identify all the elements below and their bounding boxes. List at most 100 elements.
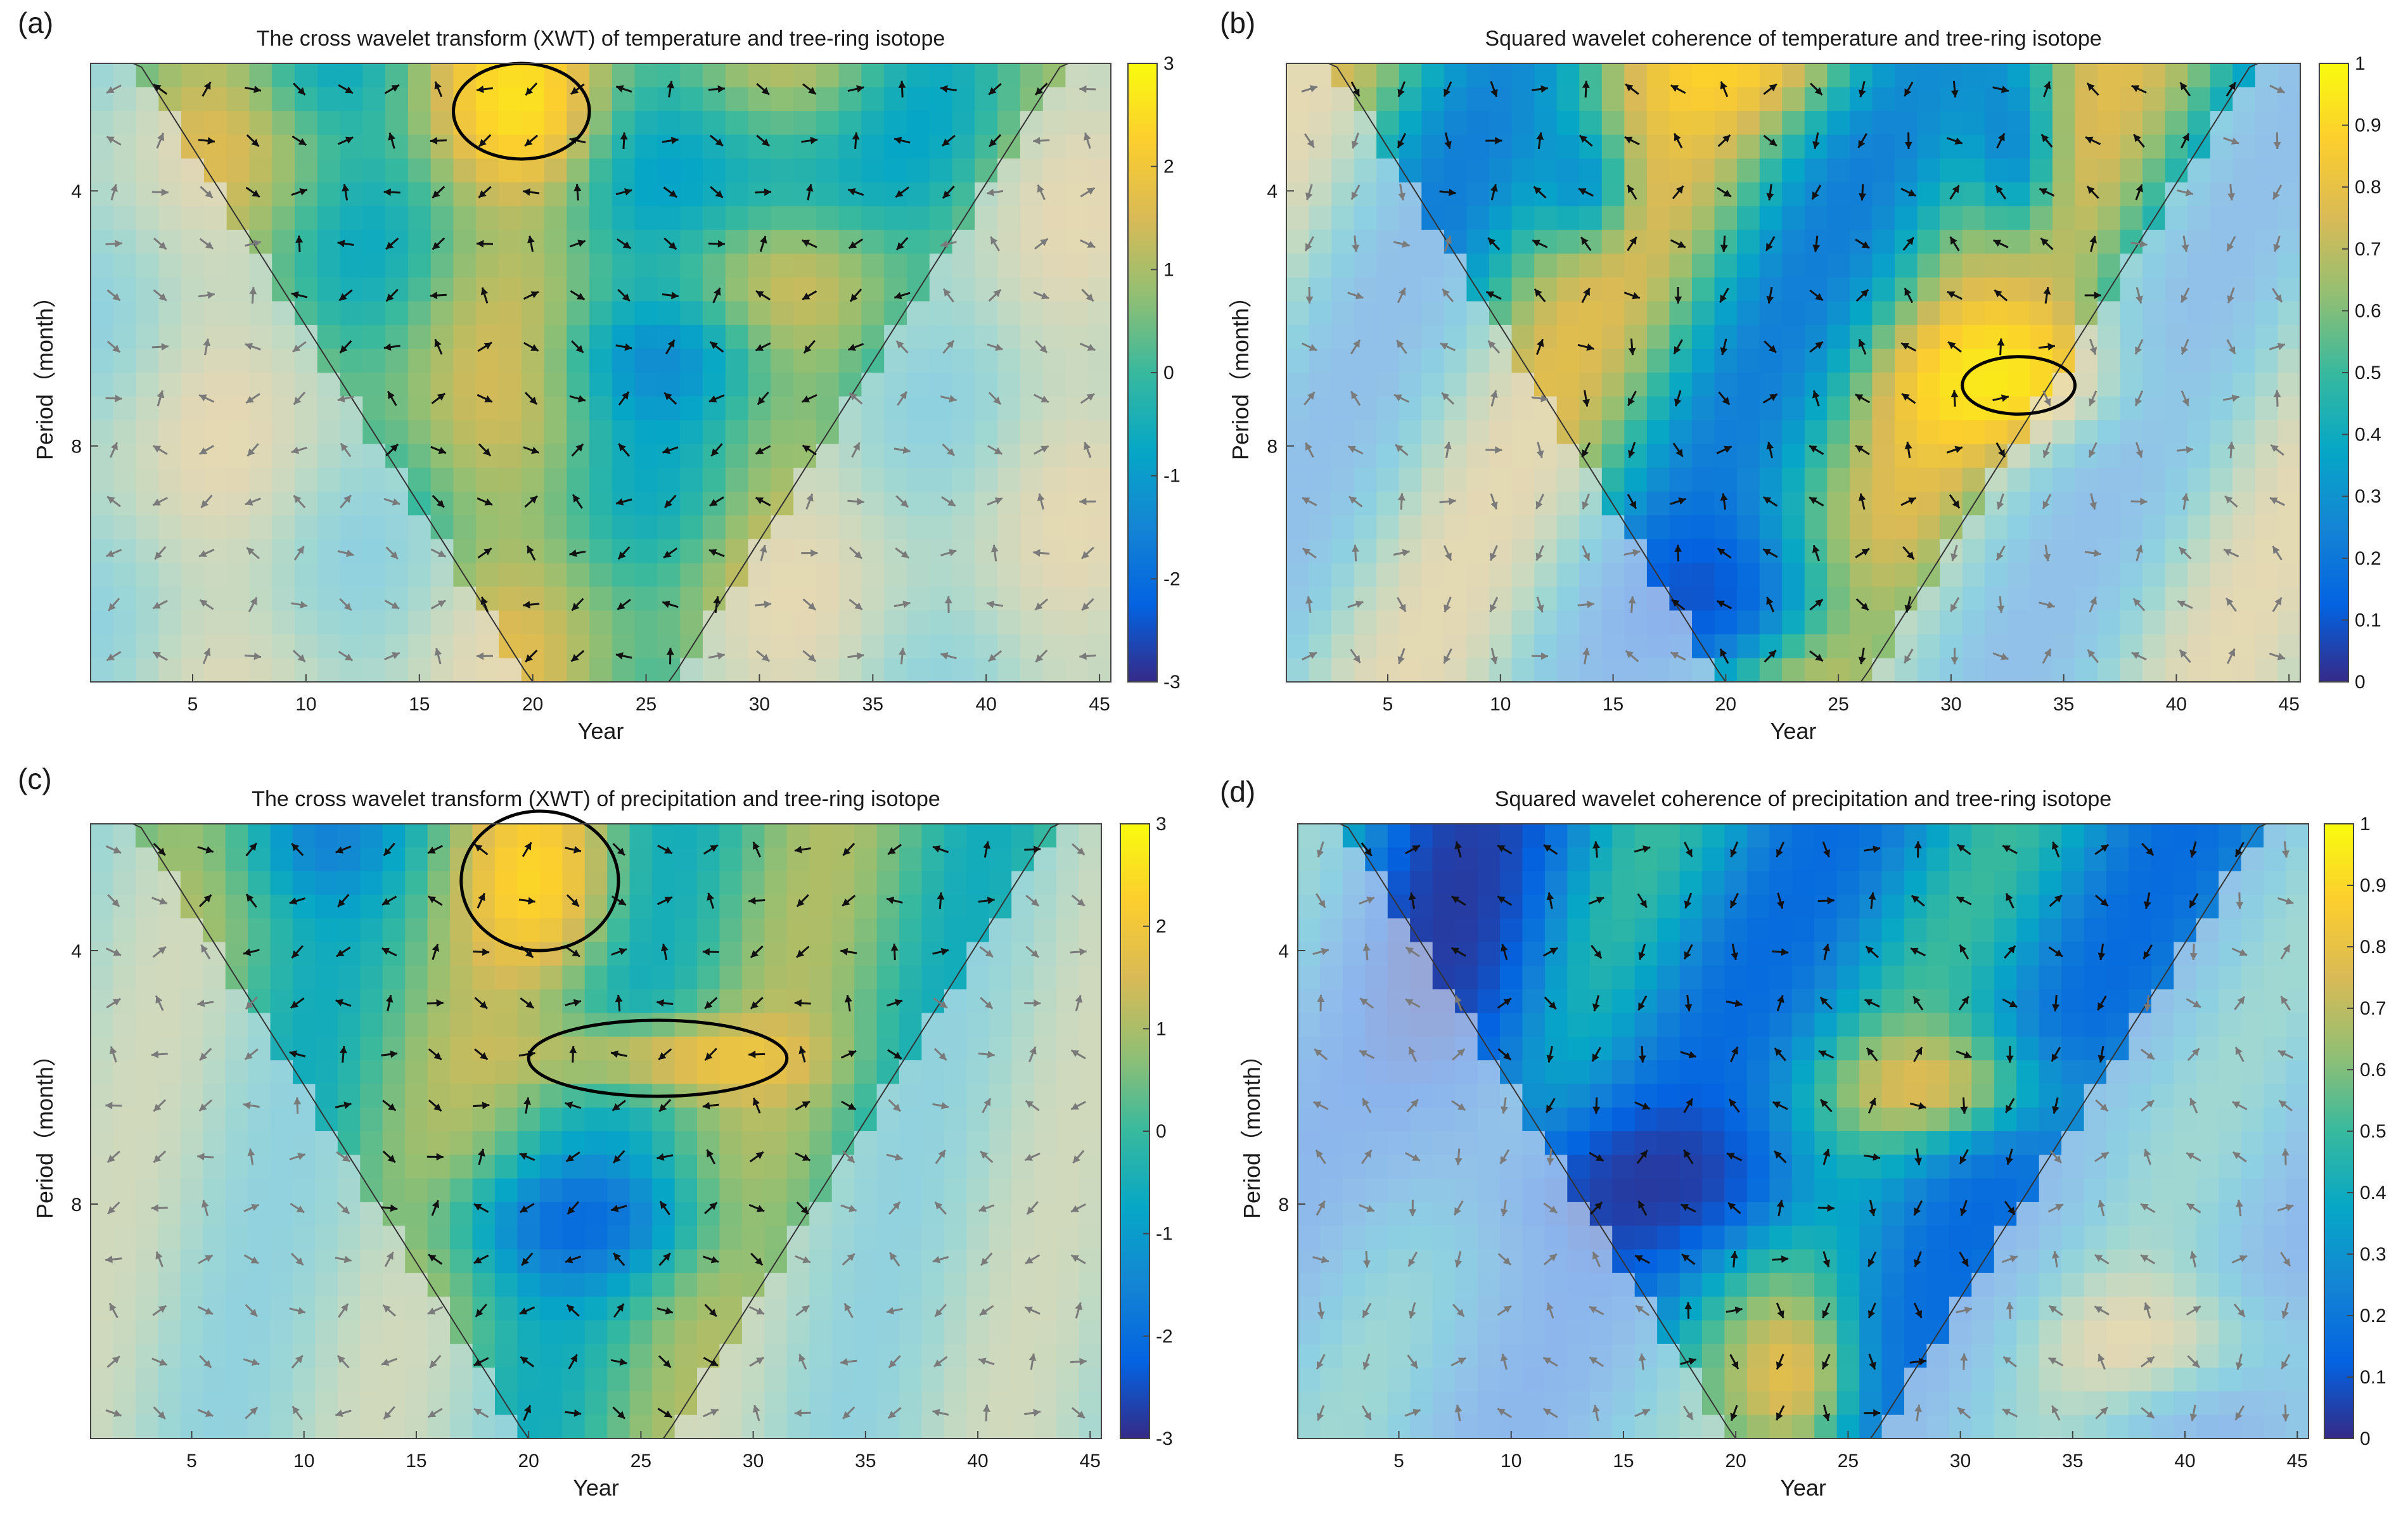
heatmap-cell	[884, 468, 907, 492]
heatmap-cell	[1065, 253, 1089, 278]
phase-arrow-head	[1954, 138, 1963, 145]
heatmap-cell	[703, 63, 726, 88]
heatmap-cell	[809, 918, 833, 943]
heatmap-cell	[315, 1320, 338, 1345]
heatmap-cell	[180, 1297, 203, 1321]
heatmap-cell	[1692, 63, 1715, 88]
heatmap-cell	[453, 182, 477, 207]
heatmap-cell	[1534, 658, 1558, 683]
phase-arrow-head	[620, 132, 628, 140]
heatmap-cell	[91, 63, 114, 88]
phase-arrow-head	[2089, 347, 2097, 355]
heatmap-cell	[562, 1131, 586, 1156]
heatmap-cell	[921, 965, 945, 990]
heatmap-cell	[674, 824, 698, 849]
heatmap-cell	[1962, 158, 1986, 183]
heatmap-cell	[786, 824, 810, 849]
heatmap-cell	[248, 965, 271, 990]
heatmap-cell	[158, 253, 182, 278]
heatmap-cell	[180, 1391, 203, 1416]
heatmap-cell	[1782, 182, 1805, 207]
heatmap-cell	[405, 1249, 428, 1274]
heatmap-cell	[2120, 206, 2143, 231]
heatmap-cell	[248, 1060, 271, 1085]
heatmap-cell	[1534, 396, 1558, 421]
heatmap-cell	[1011, 965, 1035, 990]
heatmap-cell	[248, 1391, 271, 1416]
heatmap-cell	[1895, 253, 1918, 278]
phase-arrow-head	[1996, 501, 2004, 510]
heatmap-cell	[476, 658, 499, 683]
heatmap-cell	[362, 586, 386, 612]
heatmap-cell	[861, 158, 885, 183]
heatmap-cell	[91, 468, 114, 492]
heatmap-cell	[340, 63, 364, 88]
heatmap-cell	[884, 182, 907, 207]
heatmap-cell	[899, 1414, 923, 1439]
heatmap-cell	[1556, 634, 1580, 659]
heatmap-cell	[158, 563, 182, 587]
heatmap-cell	[450, 1273, 473, 1297]
heatmap-cell	[2187, 253, 2211, 278]
heatmap-cell	[203, 1320, 226, 1345]
heatmap-cell	[225, 1343, 248, 1368]
heatmap-cell	[1962, 134, 1986, 159]
heatmap-cell	[1962, 301, 1986, 326]
heatmap-cell	[113, 87, 137, 112]
heatmap-cell	[385, 111, 409, 136]
heatmap-cell	[771, 658, 794, 683]
phase-arrow-head	[524, 1405, 532, 1414]
heatmap-cell	[1940, 134, 1963, 159]
heatmap-cell	[1579, 206, 1603, 231]
phase-arrow-head	[1084, 132, 1091, 141]
heatmap-cell	[2255, 610, 2279, 635]
heatmap-cell	[113, 1131, 136, 1156]
colorbar-tick-label: 0.9	[2355, 115, 2381, 136]
heatmap-cell	[2232, 491, 2256, 516]
phase-arrow-head	[158, 947, 166, 954]
heatmap-cell	[816, 491, 840, 516]
heatmap-cell	[2075, 563, 2098, 587]
heatmap-cell	[952, 491, 976, 516]
heatmap-cell	[674, 1320, 698, 1345]
heatmap-cell	[91, 373, 114, 397]
heatmap-cell	[680, 182, 703, 207]
heatmap-cell	[652, 1107, 676, 1132]
phase-arrow-head	[612, 1103, 620, 1111]
phase-arrow-head	[1086, 293, 1094, 302]
phase-arrow-head	[483, 448, 491, 456]
heatmap-cell	[1669, 396, 1693, 421]
heatmap-cell	[786, 1060, 810, 1085]
heatmap-cell	[1962, 277, 1986, 302]
phase-arrow-head	[994, 497, 1002, 505]
phase-arrow-head	[1079, 652, 1087, 660]
heatmap-cell	[1782, 111, 1805, 136]
heatmap-cell	[317, 634, 341, 659]
phase-arrow-head	[531, 447, 539, 454]
heatmap-cell	[382, 1249, 406, 1274]
heatmap-cell	[362, 563, 386, 587]
heatmap-cell	[1895, 229, 1918, 255]
heatmap-cell	[1020, 182, 1044, 207]
heatmap-cell	[929, 515, 953, 540]
heatmap-cell	[1511, 444, 1535, 468]
phase-arrow-head	[617, 1304, 624, 1312]
heatmap-cell	[786, 1036, 810, 1061]
heatmap-cell	[1579, 515, 1603, 540]
heatmap-cell	[884, 349, 907, 373]
heatmap-cell	[1309, 420, 1332, 445]
heatmap-cell	[91, 658, 114, 683]
heatmap-cell	[1782, 444, 1805, 468]
heatmap-cell	[499, 396, 522, 421]
heatmap-cell	[295, 206, 318, 231]
heatmap-cell	[1827, 63, 1850, 88]
heatmap-cell	[1511, 610, 1535, 635]
heatmap-cell	[899, 847, 923, 872]
heatmap-cell	[657, 301, 681, 326]
heatmap-cell	[1601, 444, 1625, 468]
heatmap-cell	[1624, 111, 1648, 136]
heatmap-cell	[181, 396, 205, 421]
heatmap-cell	[1759, 420, 1783, 445]
heatmap-cell	[1088, 444, 1111, 468]
